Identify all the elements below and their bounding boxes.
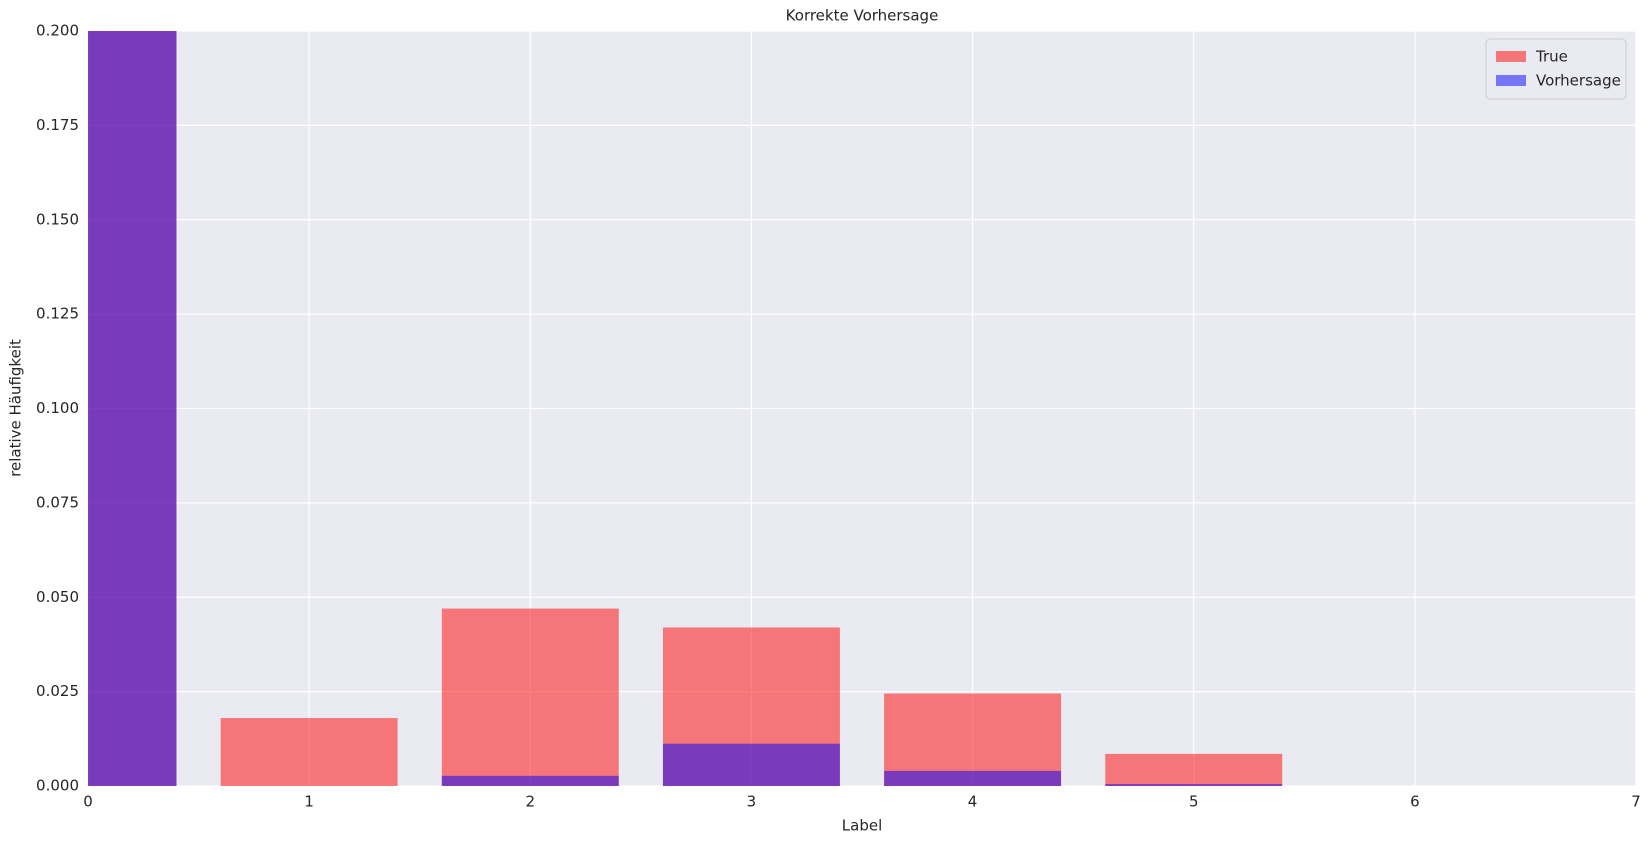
bar bbox=[884, 693, 1062, 786]
legend-label: True bbox=[1535, 48, 1568, 66]
bar bbox=[1105, 753, 1283, 786]
x-tick-label: 2 bbox=[526, 793, 536, 811]
bar bbox=[220, 718, 398, 786]
y-tick-label: 0.025 bbox=[36, 682, 79, 700]
y-tick-label: 0.175 bbox=[36, 116, 79, 134]
y-tick-label: 0.150 bbox=[36, 210, 79, 228]
bar bbox=[88, 31, 177, 786]
x-tick-label: 3 bbox=[747, 793, 757, 811]
bar bbox=[441, 775, 619, 786]
legend-label: Vorhersage bbox=[1536, 72, 1621, 90]
bar bbox=[441, 608, 619, 786]
y-tick-label: 0.100 bbox=[36, 399, 79, 417]
bars bbox=[88, 31, 1283, 786]
bar bbox=[884, 770, 1062, 786]
labels: 0.000 0.025 0.050 0.075 0.100 0.125 0.150 0.175… bbox=[36, 22, 1641, 811]
y-tick-label: 0.075 bbox=[36, 493, 79, 511]
x-tick-label: 6 bbox=[1410, 793, 1420, 811]
x-tick-label: 7 bbox=[1631, 793, 1641, 811]
x-tick-label: 5 bbox=[1189, 793, 1199, 811]
x-tick-label: 0 bbox=[83, 793, 93, 811]
x-tick-label: 4 bbox=[968, 793, 978, 811]
y-tick-label: 0.125 bbox=[36, 305, 79, 323]
legend: True Vorhersage bbox=[1485, 38, 1627, 100]
legend-swatch bbox=[1496, 51, 1526, 62]
y-axis-label: relative Häufigkeit bbox=[7, 339, 25, 477]
x-tick-label: 1 bbox=[304, 793, 314, 811]
bar bbox=[1105, 784, 1283, 786]
bar bbox=[662, 743, 840, 786]
y-tick-label: 0.050 bbox=[36, 588, 79, 606]
legend-swatch bbox=[1496, 75, 1526, 86]
y-tick-label: 0.000 bbox=[36, 777, 79, 795]
chart-title: Korrekte Vorhersage bbox=[786, 7, 939, 25]
x-axis-label: Label bbox=[842, 817, 882, 835]
y-tick-label: 0.200 bbox=[36, 22, 79, 40]
